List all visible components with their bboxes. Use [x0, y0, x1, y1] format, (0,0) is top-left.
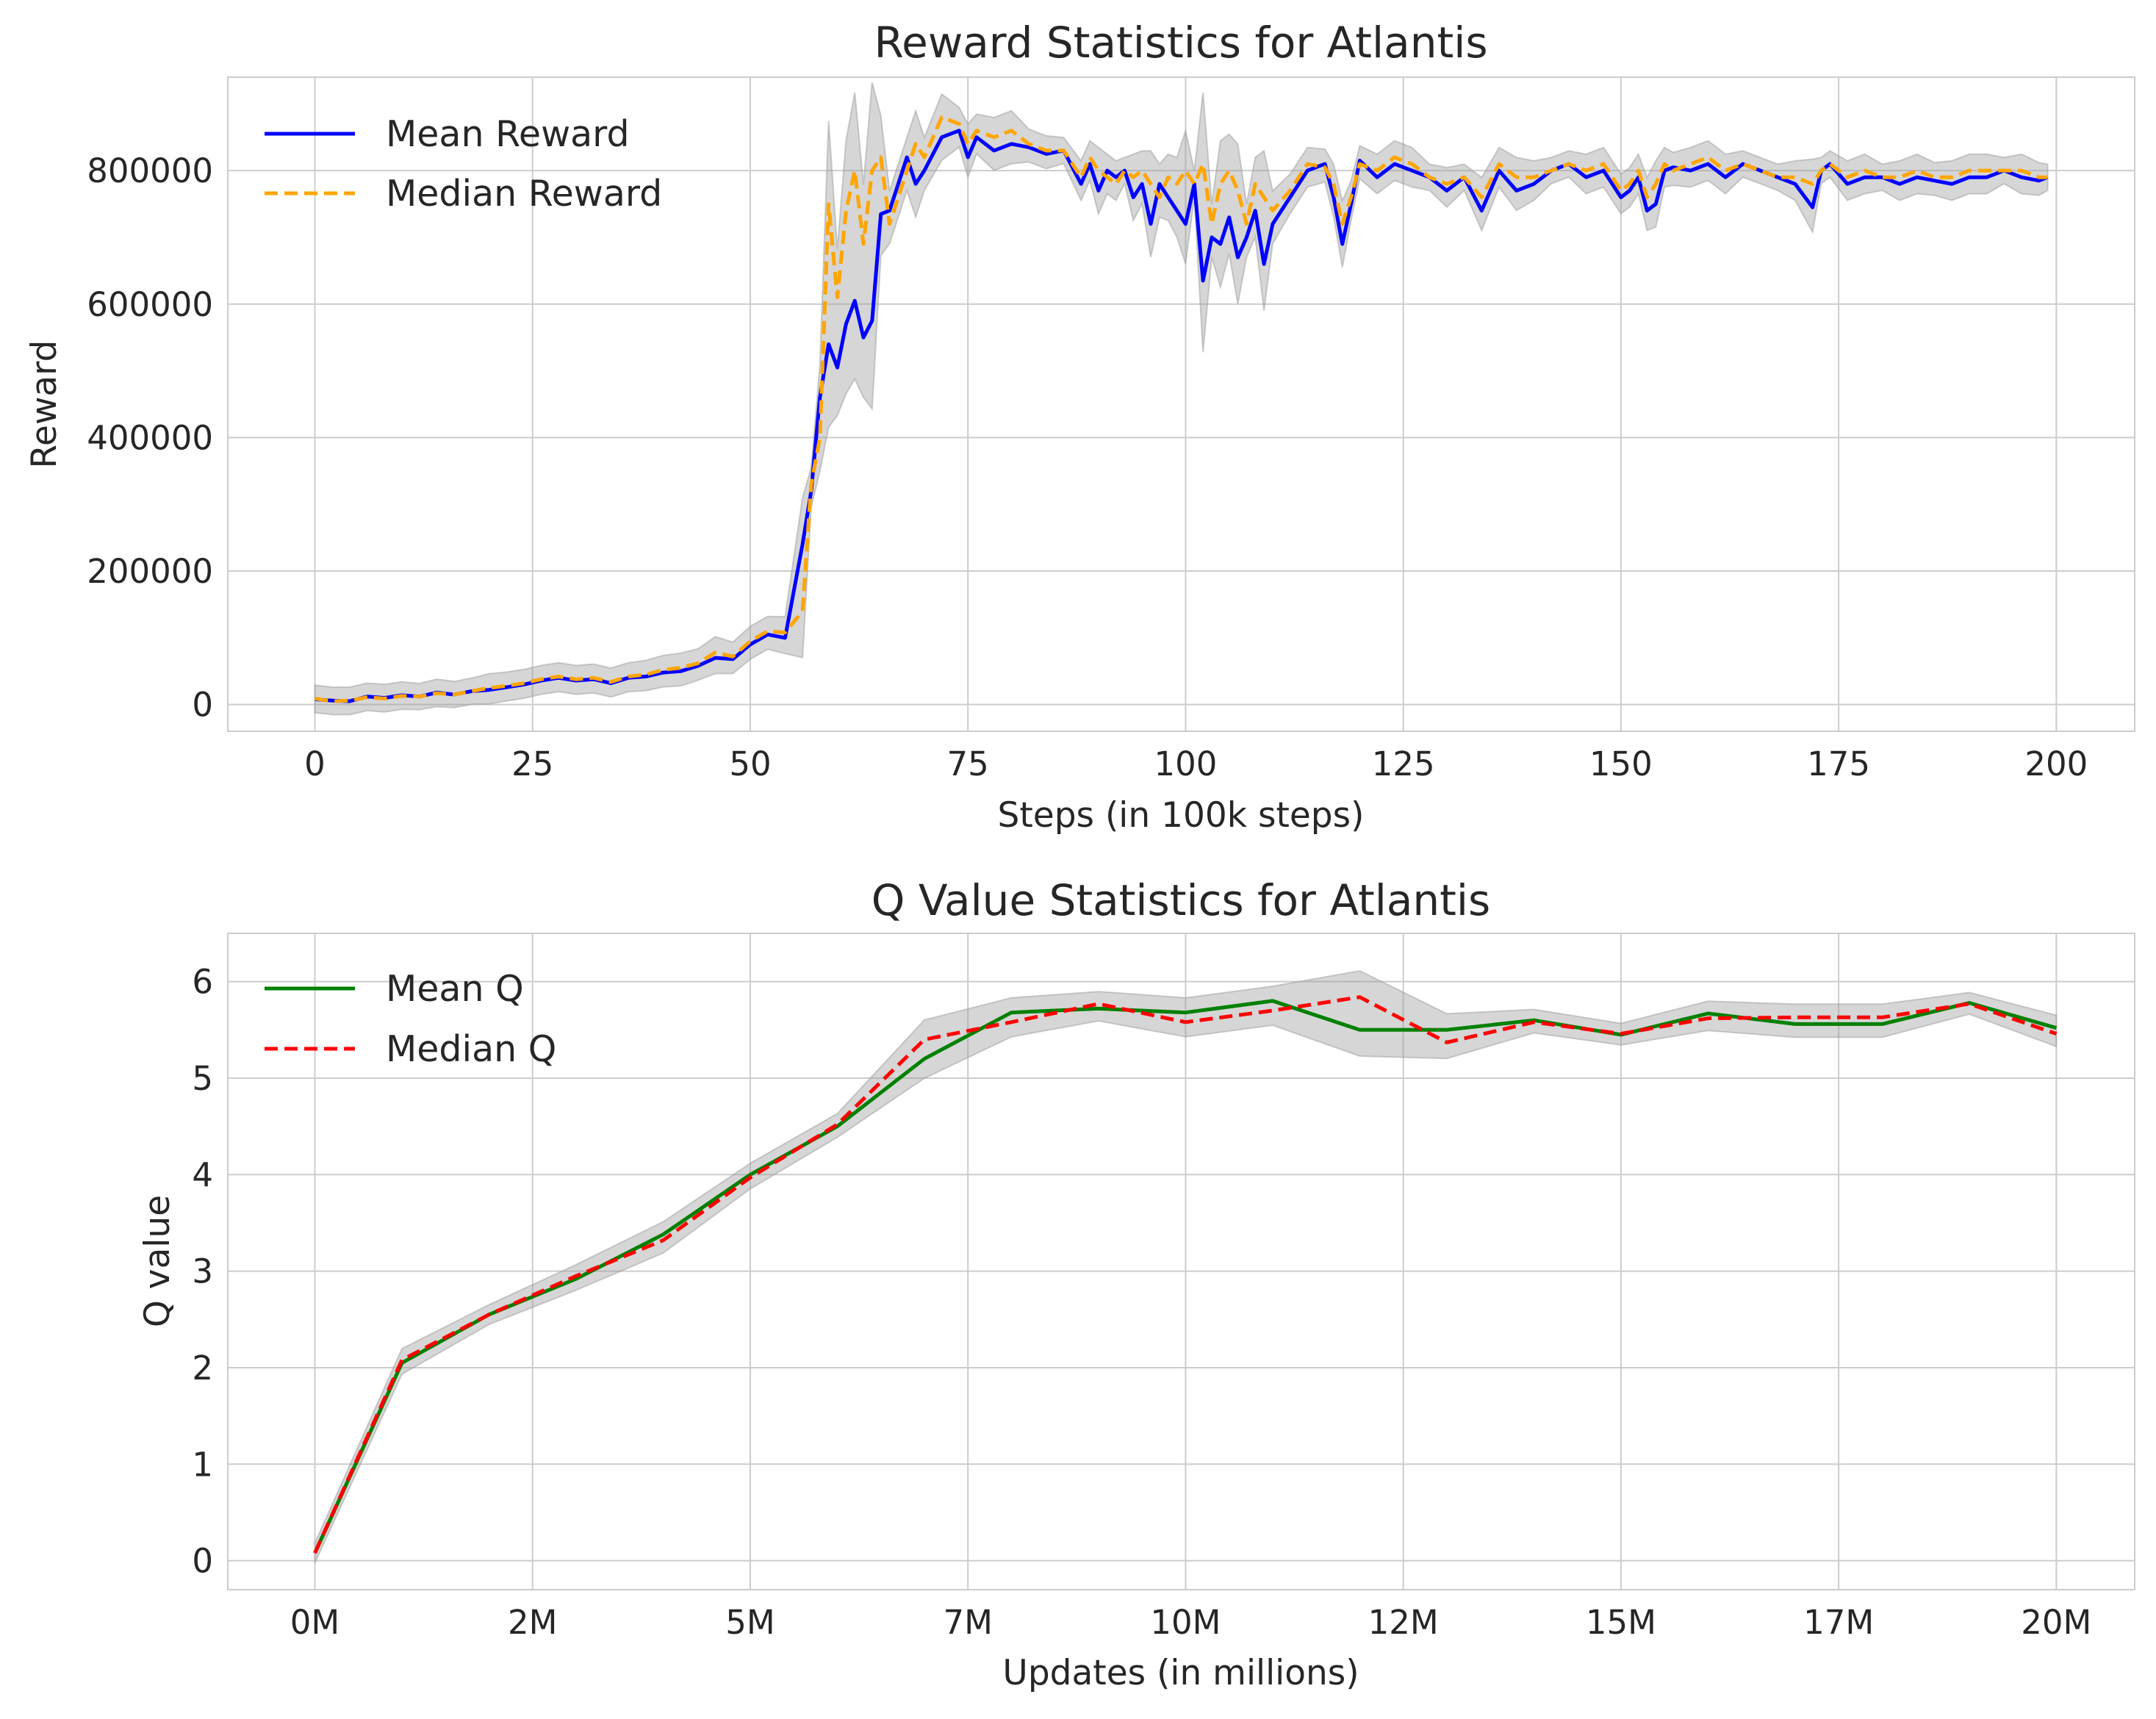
q-value-x-tick-label: 12M [1368, 1603, 1439, 1642]
legend-label-mean-q: Mean Q [386, 968, 524, 1010]
reward-x-tick-label: 50 [729, 744, 771, 783]
q-value-y-axis-label: Q value [137, 1195, 178, 1327]
reward-x-tick-label: 75 [947, 744, 989, 783]
legend-label-mean-reward: Mean Reward [386, 113, 630, 155]
reward-y-tick-label: 600000 [87, 285, 213, 324]
q-value-x-tick-label: 10M [1150, 1603, 1221, 1642]
reward-x-tick-label: 0 [304, 744, 326, 783]
reward-x-tick-label: 150 [1589, 744, 1653, 783]
q-value-x-tick-label: 5M [725, 1603, 775, 1642]
q-value-x-axis-label: Updates (in millions) [1002, 1653, 1359, 1693]
reward-legend: Mean Reward Median Reward [265, 113, 662, 215]
q-value-legend: Mean Q Median Q [265, 968, 556, 1070]
reward-series-median-reward [315, 115, 2048, 703]
q-value-x-tick-label: 7M [943, 1603, 992, 1642]
reward-range-band [314, 82, 2049, 716]
q-value-x-tick-label: 15M [1586, 1603, 1656, 1642]
reward-x-tick-label: 125 [1372, 744, 1435, 783]
reward-y-tick-label: 400000 [87, 418, 213, 457]
reward-y-tick-label: 200000 [87, 552, 213, 591]
reward-x-tick-label: 200 [2024, 744, 2088, 783]
q-value-x-tick-label: 20M [2021, 1603, 2091, 1642]
reward-y-tick-label: 800000 [87, 151, 213, 190]
legend-label-median-reward: Median Reward [386, 173, 662, 215]
legend-label-median-q: Median Q [386, 1028, 556, 1070]
q-value-plot-area [227, 933, 2135, 1590]
q-value-chart-title: Q Value Statistics for Atlantis [872, 875, 1490, 925]
q-value-range-band [314, 969, 2058, 1563]
q-value-series-median-q [313, 995, 2058, 1554]
reward-x-tick-label: 100 [1154, 744, 1217, 783]
reward-x-tick-label: 175 [1807, 744, 1870, 783]
q-value-y-tick-label: 4 [192, 1155, 213, 1194]
q-value-y-tick-label: 3 [192, 1252, 213, 1291]
q-value-y-tick-label: 1 [192, 1445, 213, 1484]
reward-y-tick-label: 0 [192, 686, 213, 725]
q-value-x-tick-label: 0M [290, 1603, 339, 1642]
q-value-chart-panel: 0M 2M 5M 7M 10M 12M 15M 17M 20M 0 1 2 3 4 5 6 Q Value S… [137, 875, 2135, 1693]
q-value-y-tick-label: 5 [192, 1059, 213, 1098]
reward-y-axis-label: Reward [24, 340, 65, 468]
reward-chart-title: Reward Statistics for Atlantis [874, 18, 1487, 68]
q-value-x-tick-label: 2M [508, 1603, 557, 1642]
q-value-x-tick-label: 17M [1803, 1603, 1874, 1642]
reward-x-tick-label: 25 [511, 744, 553, 783]
reward-chart-panel: 0 25 50 75 100 125 150 175 200 0 200000 400000 60000… [24, 18, 2135, 836]
q-value-y-tick-label: 0 [192, 1542, 213, 1581]
reward-series-mean-reward [315, 129, 2049, 703]
q-value-y-tick-label: 6 [192, 963, 213, 1002]
reward-x-axis-label: Steps (in 100k steps) [998, 795, 1365, 836]
q-value-y-tick-label: 2 [192, 1349, 213, 1388]
